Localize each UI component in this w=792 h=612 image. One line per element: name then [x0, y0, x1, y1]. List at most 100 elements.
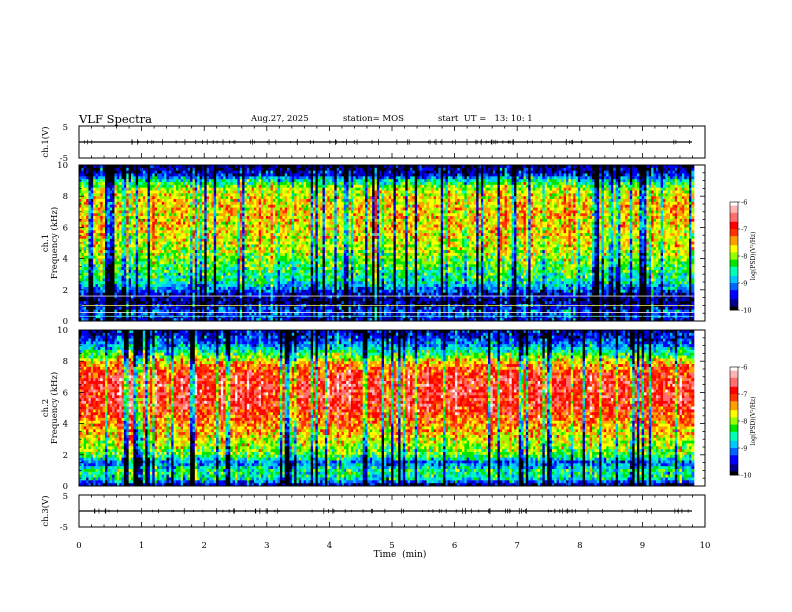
ch1-spectrogram-time-column	[131, 165, 134, 321]
ch1-spectrogram-time-column	[190, 165, 194, 321]
time-tick-label: 0	[76, 541, 81, 551]
time-tick-label: 8	[577, 541, 582, 551]
ch1-spectrogram-time-column	[235, 165, 239, 321]
ch1-spectrogram-time-column	[109, 165, 113, 321]
ch1-colorbar-label: log(PSD)(V²/Hz)	[750, 232, 757, 281]
ch3-ytick-top: 5	[63, 492, 68, 502]
ch1-spectrogram-time-column	[157, 165, 160, 321]
ch1-spectrogram-time-column	[178, 165, 182, 321]
ch1-spectrogram-time-column	[119, 165, 123, 321]
ch1-spectrogram-time-column	[204, 165, 208, 321]
ch1-spectrogram-time-column	[138, 165, 142, 321]
time-tick-label: 10	[700, 541, 711, 551]
ch2-spectrogram-ytick-label: 0	[63, 482, 68, 492]
ch1-spectrogram-time-column	[275, 165, 279, 321]
ch1-spectrogram-time-column	[246, 165, 250, 321]
ch1-spectrogram-time-column	[183, 165, 186, 321]
ch1-spectrogram-time-column	[230, 165, 234, 321]
ch1-spectrogram-time-column	[180, 165, 184, 321]
ch1-spectrogram-ytick-label: 4	[63, 255, 68, 265]
ch1-spectrogram-time-column	[220, 165, 224, 321]
ch1-spectrogram-time-column	[107, 165, 111, 321]
time-tick-label: 3	[264, 541, 269, 551]
ch1-spectrogram-time-column	[261, 165, 265, 321]
ch1-voltage-ylabel: ch.1(V)	[40, 126, 51, 157]
ch1-colorbar-tick-label: -9	[741, 280, 747, 288]
ch1-spectrogram-time-column	[237, 165, 241, 321]
time-tick-label: 4	[327, 541, 332, 551]
start-ut-label: start UT = 13: 10: 1	[438, 114, 533, 124]
ch1-spectrogram-time-column	[90, 165, 94, 321]
ch1-spectrogram-time-column	[279, 165, 283, 321]
ch1-spectrogram-time-column	[232, 165, 236, 321]
ch1-spectrogram-time-column	[112, 165, 116, 321]
ch1-spectrogram-time-column	[691, 165, 695, 321]
ch2-spectrogram-ytick-label: 8	[63, 357, 68, 367]
ch1-spectrogram-time-column	[253, 165, 257, 321]
ch1-spectrogram-time-column	[251, 165, 255, 321]
ch2-spectrogram-ytick-label: 2	[63, 451, 68, 461]
ch2-colorbar-label: log(PSD)(V²/Hz)	[750, 397, 757, 446]
ch1-spectrogram-time-column	[268, 165, 272, 321]
ch1-spectrogram-time-column	[296, 165, 300, 321]
ch1-spectrogram-time-column	[126, 165, 130, 321]
ch1-spectrogram-ytick-label: 8	[63, 192, 68, 202]
ch1-spectrogram-time-column	[149, 165, 153, 321]
ch1-spectrogram-time-column	[291, 165, 295, 321]
ch1-spectrogram-time-column	[114, 165, 118, 321]
ch1-spectrogram-time-column	[265, 165, 269, 321]
ch2-spectrogram-ytick-label: 6	[63, 388, 68, 398]
time-axis-label: Time (min)	[374, 549, 427, 560]
ch3-voltage-panel: 5 -5 ch.3(V)	[40, 492, 706, 533]
ch1-spectrogram-time-column	[102, 165, 106, 321]
ch1-spectrogram-ytick-label: 6	[63, 223, 68, 233]
ch1-spectrogram-time-column	[147, 165, 151, 321]
ch1-spectrogram-time-column	[223, 165, 227, 321]
ch2-colorbar-tick-label: -6	[741, 364, 747, 372]
ch1-spectrogram-time-column	[194, 165, 198, 321]
ch1-spectrogram-time-column	[95, 165, 99, 321]
ch1-spectrogram-time-column	[97, 165, 101, 321]
time-tick-label: 6	[452, 541, 457, 551]
ch1-spectrogram-time-column	[142, 165, 146, 321]
ch1-voltage-panel: 5 -5 ch.1(V)	[40, 123, 706, 164]
ch1-spectrogram-time-column	[81, 165, 85, 321]
ch1-colorbar-tick-label: -7	[741, 226, 747, 234]
ch3-voltage-ylabel: ch.3(V)	[40, 495, 51, 526]
ch1-spectrogram-time-column	[116, 165, 120, 321]
ch1-spectrogram-time-column	[216, 165, 220, 321]
ch1-frequency-ylabel: Frequency (kHz)	[49, 207, 60, 279]
ch1-spectrogram-time-column	[192, 165, 196, 321]
ch1-spectrogram-ytick-label: 2	[63, 286, 68, 296]
ch1-spectrogram-time-column	[93, 165, 97, 321]
ch1-spectrogram-time-column	[209, 165, 212, 321]
ch1-spectrogram-time-column	[263, 165, 267, 321]
ch1-spectrogram-time-column	[289, 165, 293, 321]
time-tick-label: 9	[640, 541, 645, 551]
ch1-spectrogram-time-column	[211, 165, 215, 321]
ch1-spectrogram-time-column	[133, 165, 137, 321]
ch1-spectrogram-time-column	[166, 165, 170, 321]
ch1-spectrogram-time-column	[199, 165, 203, 321]
ch1-spectrogram-time-column	[225, 165, 229, 321]
ch1-spectrogram-time-column	[242, 165, 246, 321]
time-tick-label: 7	[514, 541, 519, 551]
ch1-spectrogram-time-column	[161, 165, 165, 321]
ch1-spectrogram-time-column	[256, 165, 260, 321]
ch2-spectrogram-image	[79, 330, 695, 486]
ch1-spectrogram-time-column	[171, 165, 175, 321]
ch2-spectrogram-ytick-label: 10	[57, 326, 68, 336]
ch2-colorbar-tick-label: -8	[741, 418, 747, 426]
ch1-colorbar-tick-label: -10	[741, 307, 751, 315]
ch2-colorbar-tick-label: -7	[741, 391, 747, 399]
ch1-spectrogram-time-column	[282, 165, 286, 321]
ch1-spectrogram-time-column	[294, 165, 298, 321]
ch1-spectrogram-time-column	[105, 165, 108, 321]
ch1-spectrogram-time-column	[206, 165, 210, 321]
ch1-spectrogram-time-column	[154, 165, 158, 321]
station-label: station= MOS	[343, 114, 404, 124]
ch1-spectrogram-time-column	[270, 165, 274, 321]
ch1-spectrogram-time-column	[159, 165, 163, 321]
ch1-ytick-top: 5	[63, 123, 68, 133]
